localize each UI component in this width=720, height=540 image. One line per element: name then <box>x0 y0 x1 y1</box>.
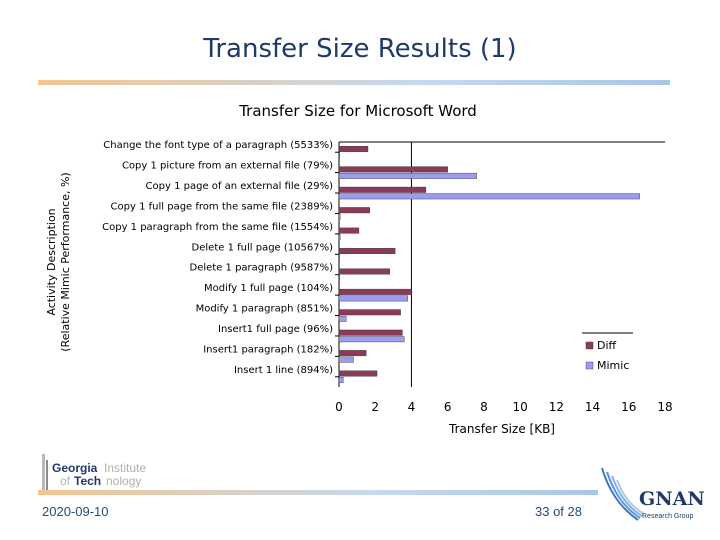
transfer-size-chart: Transfer Size for Microsoft Word Activit… <box>45 102 673 436</box>
bar-mimic <box>338 152 341 159</box>
y-axis-sublabel: (Relative Mimic Performance, %) <box>59 172 72 351</box>
x-axis-label: Transfer Size [KB] <box>448 422 555 436</box>
x-tick-label: 14 <box>585 400 600 414</box>
x-tick-label: 16 <box>621 400 636 414</box>
bar-diff <box>338 186 427 193</box>
bar-mimic <box>338 377 344 383</box>
bar-diff <box>338 166 448 173</box>
plot-area: 0 2 4 6 8 10 12 14 16 18 Change the font type of a… <box>102 140 673 414</box>
y-axis-label: Activity Description <box>45 208 58 315</box>
bar-diff <box>338 248 396 254</box>
category-label: Copy 1 page of an external file (29%) <box>146 181 334 192</box>
logo-text-nology: nology <box>106 474 141 488</box>
bar-diff <box>338 370 378 377</box>
footer-divider <box>38 490 598 495</box>
bar-diff <box>338 207 370 214</box>
x-tick-label: 4 <box>408 400 416 414</box>
legend-swatch-mimic <box>585 361 594 370</box>
category-label: Copy 1 picture from an external file (79… <box>122 161 333 172</box>
x-tick-label: 6 <box>444 400 452 414</box>
logo-text-georgia: Georgia <box>52 461 98 475</box>
title-divider <box>38 80 670 85</box>
legend-label-mimic: Mimic <box>597 359 629 372</box>
bar-mimic <box>338 336 405 343</box>
gnan-name: GNAN <box>639 488 705 510</box>
bar-mimic <box>338 275 341 281</box>
bar-diff <box>338 288 412 295</box>
category-label: Delete 1 paragraph (9587%) <box>190 263 334 274</box>
chart-title: Transfer Size for Microsoft Word <box>238 102 477 120</box>
bar-mimic <box>338 356 354 363</box>
bar-mimic <box>338 193 640 200</box>
category-label: Delete 1 full page (10567%) <box>192 242 334 253</box>
category-label: Modify 1 paragraph (851%) <box>196 304 334 315</box>
footer-date: 2020-09-10 <box>42 504 109 519</box>
category-label: Change the font type of a paragraph (553… <box>103 140 333 151</box>
logo-tower-icon <box>42 454 45 490</box>
x-tick-label: 2 <box>371 400 379 414</box>
category-label: Modify 1 full page (104%) <box>204 283 333 294</box>
gnan-subtitle: Research Group <box>642 513 693 520</box>
chart-legend: Diff Mimic <box>582 332 633 372</box>
bar-diff <box>338 350 367 357</box>
logo-text-tech: Tech <box>74 474 101 488</box>
category-label: Insert 1 line (894%) <box>234 365 333 376</box>
bar-mimic <box>338 172 477 179</box>
x-tick-label: 18 <box>657 400 672 414</box>
slide-title: Transfer Size Results (1) <box>203 34 517 64</box>
category-label: Insert1 paragraph (182%) <box>203 344 333 355</box>
category-label: Copy 1 full page from the same file (238… <box>111 201 334 212</box>
logo-text-institute: Institute <box>104 461 146 475</box>
category-label: Copy 1 paragraph from the same file (155… <box>102 222 333 233</box>
logo-text-of: of <box>60 474 71 488</box>
bar-mimic <box>338 213 341 220</box>
category-label: Insert1 full page (96%) <box>218 324 333 335</box>
bar-diff <box>338 227 360 234</box>
gnan-swoosh-icon <box>601 467 645 521</box>
x-tick-label: 8 <box>480 400 488 414</box>
bar-mimic <box>338 254 341 261</box>
x-tick-label: 0 <box>335 400 343 414</box>
bar-mimic <box>338 315 347 322</box>
bar-mimic <box>338 295 409 302</box>
page-number: 33 of 28 <box>535 504 582 519</box>
bar-diff <box>338 146 369 152</box>
georgia-tech-logo: Georgia Institute of Tech nology <box>42 454 146 490</box>
bar-diff <box>338 268 390 275</box>
legend-label-diff: Diff <box>597 339 617 352</box>
legend-swatch-diff <box>585 341 594 350</box>
x-tick-label: 10 <box>512 400 527 414</box>
gnan-logo: GNAN Research Group <box>601 467 705 521</box>
bar-diff <box>338 329 403 336</box>
bar-diff <box>338 309 401 316</box>
x-tick-label: 12 <box>549 400 564 414</box>
bar-mimic <box>338 234 341 241</box>
